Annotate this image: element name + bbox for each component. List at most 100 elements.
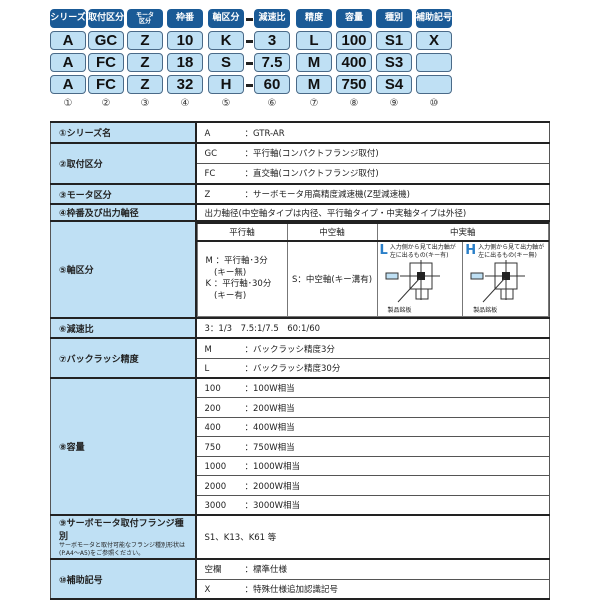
code-cell: L	[296, 31, 332, 50]
key: 750	[204, 442, 221, 453]
key: A	[204, 128, 211, 139]
gear-diagram-L	[385, 259, 440, 302]
column-number: ⑦	[309, 98, 319, 109]
value: ：400W相当	[244, 423, 295, 434]
plate-label: 製品銘板	[473, 306, 498, 314]
code-cell: M	[296, 53, 332, 72]
capacity-item: 400 ：400W相当	[195, 416, 550, 438]
key: 空欄	[204, 565, 222, 576]
code-cell: 32	[167, 75, 203, 94]
label-frame: ④枠番及び出力軸径	[50, 203, 197, 222]
key: 100	[204, 384, 221, 395]
dash-separator	[246, 18, 253, 21]
key: FC	[204, 169, 216, 180]
code-cell: FC	[88, 75, 124, 94]
code-cell: M	[296, 75, 332, 94]
text: (キー有)	[205, 290, 247, 301]
column-header: 軸区分	[208, 9, 244, 28]
code-cell: S1	[376, 31, 412, 50]
capacity-item: 100 ：100W相当	[195, 377, 550, 399]
label-shaft: ⑤軸区分	[50, 219, 197, 319]
column-header: 減速比	[254, 9, 290, 28]
column-number: ①	[63, 98, 73, 109]
label-backlash: ⑦バックラッシ精度	[50, 337, 197, 379]
key: 200	[204, 403, 221, 414]
dash-separator	[246, 84, 253, 87]
column-number: ③	[140, 98, 150, 109]
code-cell: Z	[127, 75, 163, 94]
label-capacity: ⑧容量	[50, 377, 197, 516]
code-cell: S3	[376, 53, 412, 72]
code-cell: 60	[254, 75, 290, 94]
code-cell: 3	[254, 31, 290, 50]
key: 400	[204, 423, 221, 434]
code-cell: X	[416, 31, 452, 50]
dash-separator	[246, 40, 253, 43]
code-column: 補助記号 X ⑩	[416, 9, 452, 109]
capacity-item: 1000 ：1000W相当	[195, 455, 550, 477]
column-number: ⑧	[349, 98, 359, 109]
capacity-item: 3000 ：3000W相当	[195, 494, 550, 516]
code-column: 軸区分 K S H ⑤	[208, 9, 244, 109]
gear-diagram-H	[470, 259, 526, 302]
desc: 入力側から見て出力軸が左に出るもの(キー無)	[478, 244, 545, 259]
code-cell	[416, 75, 452, 94]
value: S1、K13、K61 等	[195, 513, 550, 560]
code-column: 減速比 3 7.5 60 ⑥	[254, 9, 290, 109]
key: M	[204, 344, 212, 355]
value: ：バックラッシ精度30分	[244, 364, 341, 375]
column-header: 精度	[296, 9, 332, 28]
value: 出力軸径(中空軸タイプは内径、平行軸タイプ・中実軸タイプは外径)	[195, 203, 550, 222]
label-series: ①シリーズ名	[50, 121, 197, 144]
code-cell: 7.5	[254, 53, 290, 72]
code-cell: 18	[167, 53, 203, 72]
h-parallel: 平行軸	[196, 222, 288, 242]
value: ：直交軸(コンパクトフランジ取付)	[244, 169, 379, 180]
key: 2000	[204, 481, 227, 492]
label: ⑨サーボモータ取付フランジ種別	[59, 518, 184, 542]
label-aux: ⑩補助記号	[50, 558, 197, 600]
key: X	[204, 584, 211, 595]
column-header: 種別	[376, 9, 412, 28]
value: ：3000W相当	[244, 500, 301, 511]
key: 1000	[204, 462, 227, 473]
h-solid: 中実軸	[376, 222, 549, 242]
code-cell: FC	[88, 53, 124, 72]
spec-table: ①シリーズ名 A ：GTR-AR ②取付区分 GC ：平行軸(コンパクトフランジ取付) …	[50, 121, 550, 600]
text: M ：平行軸･3分	[205, 256, 268, 267]
column-number: ⑨	[389, 98, 399, 109]
value: ：GTR-AR	[244, 128, 285, 139]
code-cell: 10	[167, 31, 203, 50]
column-number: ⑥	[267, 98, 277, 109]
shaft-subtable: 平行軸 中空軸 中実軸 M ：平行軸･3分 (キー無) K ：平行軸･30分 (キー…	[196, 222, 550, 318]
label-ratio: ⑥減速比	[50, 317, 197, 339]
code-column: 精度 L M M ⑦	[296, 9, 332, 109]
value: ：100W相当	[244, 384, 295, 395]
parallel-cell: M ：平行軸･3分 (キー無) K ：平行軸･30分 (キー有)	[196, 240, 288, 318]
text: (キー無)	[205, 267, 247, 278]
code-cell: Z	[127, 31, 163, 50]
text: K ：平行軸･30分	[205, 279, 272, 290]
code-cell: Z	[127, 53, 163, 72]
column-number: ⑩	[429, 98, 439, 109]
note: (P.A4～A5)をご参照ください。	[59, 549, 145, 557]
key: Z	[204, 190, 211, 200]
capacity-item: 750 ：750W相当	[195, 436, 550, 457]
solid-L-cell: L 入力側から見て出力軸が左に出るもの(キー有) 製品銘板	[376, 240, 464, 318]
capacity-item: 2000 ：2000W相当	[195, 475, 550, 496]
column-header: シリーズ	[50, 9, 86, 28]
code-cell	[416, 53, 452, 72]
note: サーボモータと取付可能なフランジ種別形状は	[59, 541, 186, 549]
value: ：2000W相当	[244, 481, 301, 492]
label-flange: ⑨サーボモータ取付フランジ種別 サーボモータと取付可能なフランジ種別形状は (P.A…	[50, 513, 197, 560]
letter-L: L	[379, 243, 388, 258]
key: GC	[204, 149, 218, 160]
value: ：バックラッシ精度3分	[244, 344, 335, 355]
hollow-cell: S：中空軸(キー溝有)	[286, 240, 378, 318]
model-code-grid: シリーズ A A A ① 取付区分 GC FC FC ② モータ 区分 Z Z Z ③ 枠番 10 18 32 ④ 軸区分…	[50, 9, 454, 111]
value: ：平行軸(コンパクトフランジ取付)	[244, 149, 379, 160]
code-column: 取付区分 GC FC FC ②	[88, 9, 124, 109]
column-header: 容量	[336, 9, 372, 28]
code-cell: H	[208, 75, 244, 94]
column-header: 補助記号	[416, 9, 452, 28]
